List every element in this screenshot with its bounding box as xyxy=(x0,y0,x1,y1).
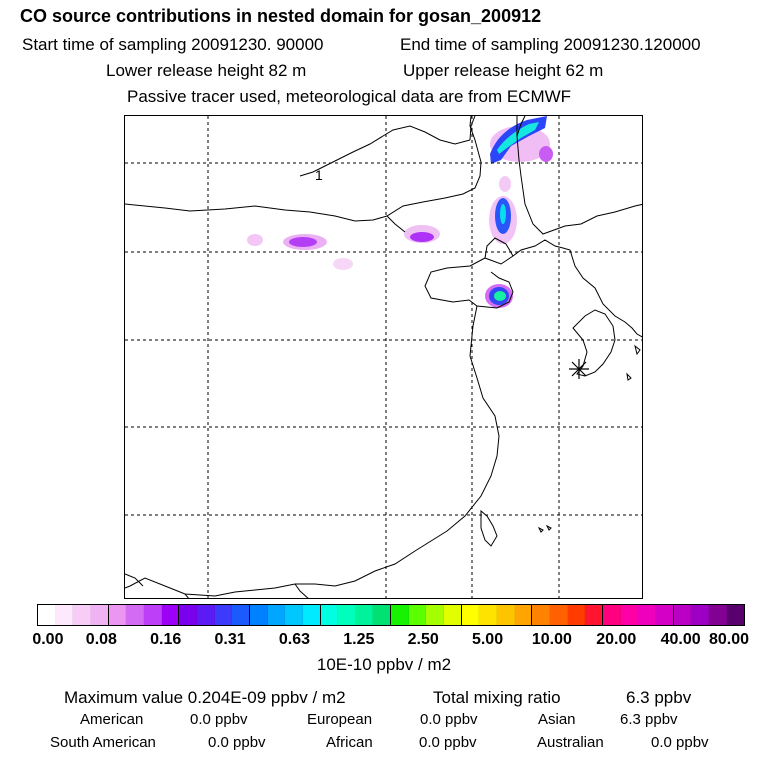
map-title: CO source contributions in nested domain… xyxy=(20,6,542,26)
asian-value: 6.3 ppbv xyxy=(620,711,678,728)
color-scale-cell xyxy=(691,605,709,625)
color-scale-cell xyxy=(655,605,674,625)
color-scale-tick-label: 0.63 xyxy=(278,631,311,648)
color-scale-tick-label: 40.00 xyxy=(660,631,701,648)
color-scale-cell xyxy=(355,605,374,625)
plume-ne-faint xyxy=(499,176,511,192)
color-scale-cell xyxy=(444,605,462,625)
asian-label: Asian xyxy=(538,711,576,728)
color-scale-tick-label: 0.16 xyxy=(150,631,182,648)
color-scale-cell xyxy=(514,605,533,625)
color-scale-cell xyxy=(126,605,144,625)
color-scale-cell xyxy=(55,605,74,625)
color-scale-cell xyxy=(90,605,109,625)
african-value: 0.0 ppbv xyxy=(419,734,477,751)
plume-mid-faint xyxy=(333,258,353,270)
australian-label: Australian xyxy=(537,734,604,751)
color-scale-cell xyxy=(426,605,445,625)
south-american-value: 0.0 ppbv xyxy=(208,734,266,751)
south-american-label: South American xyxy=(50,734,156,751)
color-scale-cell xyxy=(179,605,197,625)
african-label: African xyxy=(326,734,373,751)
plume-west-faint xyxy=(247,234,263,246)
upper-release-height: Upper release height 62 m xyxy=(403,61,604,80)
color-scale-tick-label: 1.25 xyxy=(343,631,375,648)
color-scale-tick-label: 0.31 xyxy=(214,631,246,648)
color-scale-cell xyxy=(373,605,392,625)
color-scale-tick-label: 2.50 xyxy=(407,631,439,648)
european-label: European xyxy=(307,711,373,728)
color-scale-cell xyxy=(620,605,639,625)
color-scale-cell xyxy=(285,605,303,625)
asterisk-icon xyxy=(569,359,589,379)
contribution-plumes xyxy=(247,116,553,308)
australian-value: 0.0 ppbv xyxy=(651,734,709,751)
color-scale-cell xyxy=(267,605,286,625)
end-time: End time of sampling 20091230.120000 xyxy=(400,35,701,54)
color-scale-tick-label: 5.00 xyxy=(471,631,504,648)
total-mixing-ratio-value: 6.3 ppbv xyxy=(626,688,692,707)
color-scale-unit: 10E-10 ppbv / m2 xyxy=(316,655,452,674)
color-scale-tick-label: 0.08 xyxy=(85,631,117,648)
map-panel: 1 xyxy=(124,115,643,599)
color-scale-cell xyxy=(196,605,215,625)
color-scale-cell xyxy=(638,605,656,625)
american-label: American xyxy=(80,711,144,728)
color-scale-cell xyxy=(567,605,586,625)
color-scale-cell xyxy=(249,605,268,625)
color-scale-cell xyxy=(108,605,127,625)
color-scale-cell xyxy=(143,605,162,625)
plume-central-core xyxy=(410,232,434,242)
coastlines xyxy=(125,116,642,598)
plume-bohai-core xyxy=(500,204,506,224)
color-scale-cell xyxy=(232,605,250,625)
plume-west-core xyxy=(289,237,317,247)
maximum-value: Maximum value 0.204E-09 ppbv / m2 xyxy=(64,688,346,707)
color-scale-cell xyxy=(73,605,91,625)
color-scale-cell xyxy=(302,605,321,625)
color-scale-cell xyxy=(479,605,498,625)
contour-label: 1 xyxy=(315,167,323,183)
color-scale-tick-label: 20.00 xyxy=(596,631,637,648)
color-scale-cell xyxy=(550,605,568,625)
lat-lon-grid xyxy=(125,116,642,598)
color-scale-cell xyxy=(214,605,233,625)
color-scale-cell xyxy=(461,605,480,625)
color-scale-tick-label: 80.00 xyxy=(708,631,750,648)
map-canvas: 1 xyxy=(125,116,642,598)
color-scale-tick-label: 0.00 xyxy=(32,631,64,648)
plume-east-small xyxy=(539,146,553,162)
color-scale-cell xyxy=(391,605,409,625)
color-scale-cell xyxy=(603,605,621,625)
european-value: 0.0 ppbv xyxy=(420,711,478,728)
color-scale-cell xyxy=(320,605,339,625)
total-mixing-ratio-label: Total mixing ratio xyxy=(433,688,561,707)
color-scale-cell xyxy=(726,605,745,625)
plume-shandong-core xyxy=(494,291,506,301)
start-time: Start time of sampling 20091230. 90000 xyxy=(22,35,324,54)
tracer-note: Passive tracer used, meteorological data… xyxy=(127,87,572,106)
color-scale-tick-label: 10.00 xyxy=(531,631,572,648)
color-scale-bar xyxy=(37,604,745,626)
color-scale-cell xyxy=(408,605,427,625)
color-scale-cell xyxy=(497,605,515,625)
color-scale-cell xyxy=(161,605,180,625)
color-scale-cell xyxy=(38,605,56,625)
lower-release-height: Lower release height 82 m xyxy=(106,61,307,80)
plume-north-core xyxy=(497,122,539,154)
color-scale-cell xyxy=(708,605,727,625)
color-scale-cell xyxy=(338,605,356,625)
american-value: 0.0 ppbv xyxy=(190,711,248,728)
color-scale-cell xyxy=(673,605,692,625)
color-scale-cell xyxy=(585,605,603,625)
color-scale-cell xyxy=(532,605,551,625)
